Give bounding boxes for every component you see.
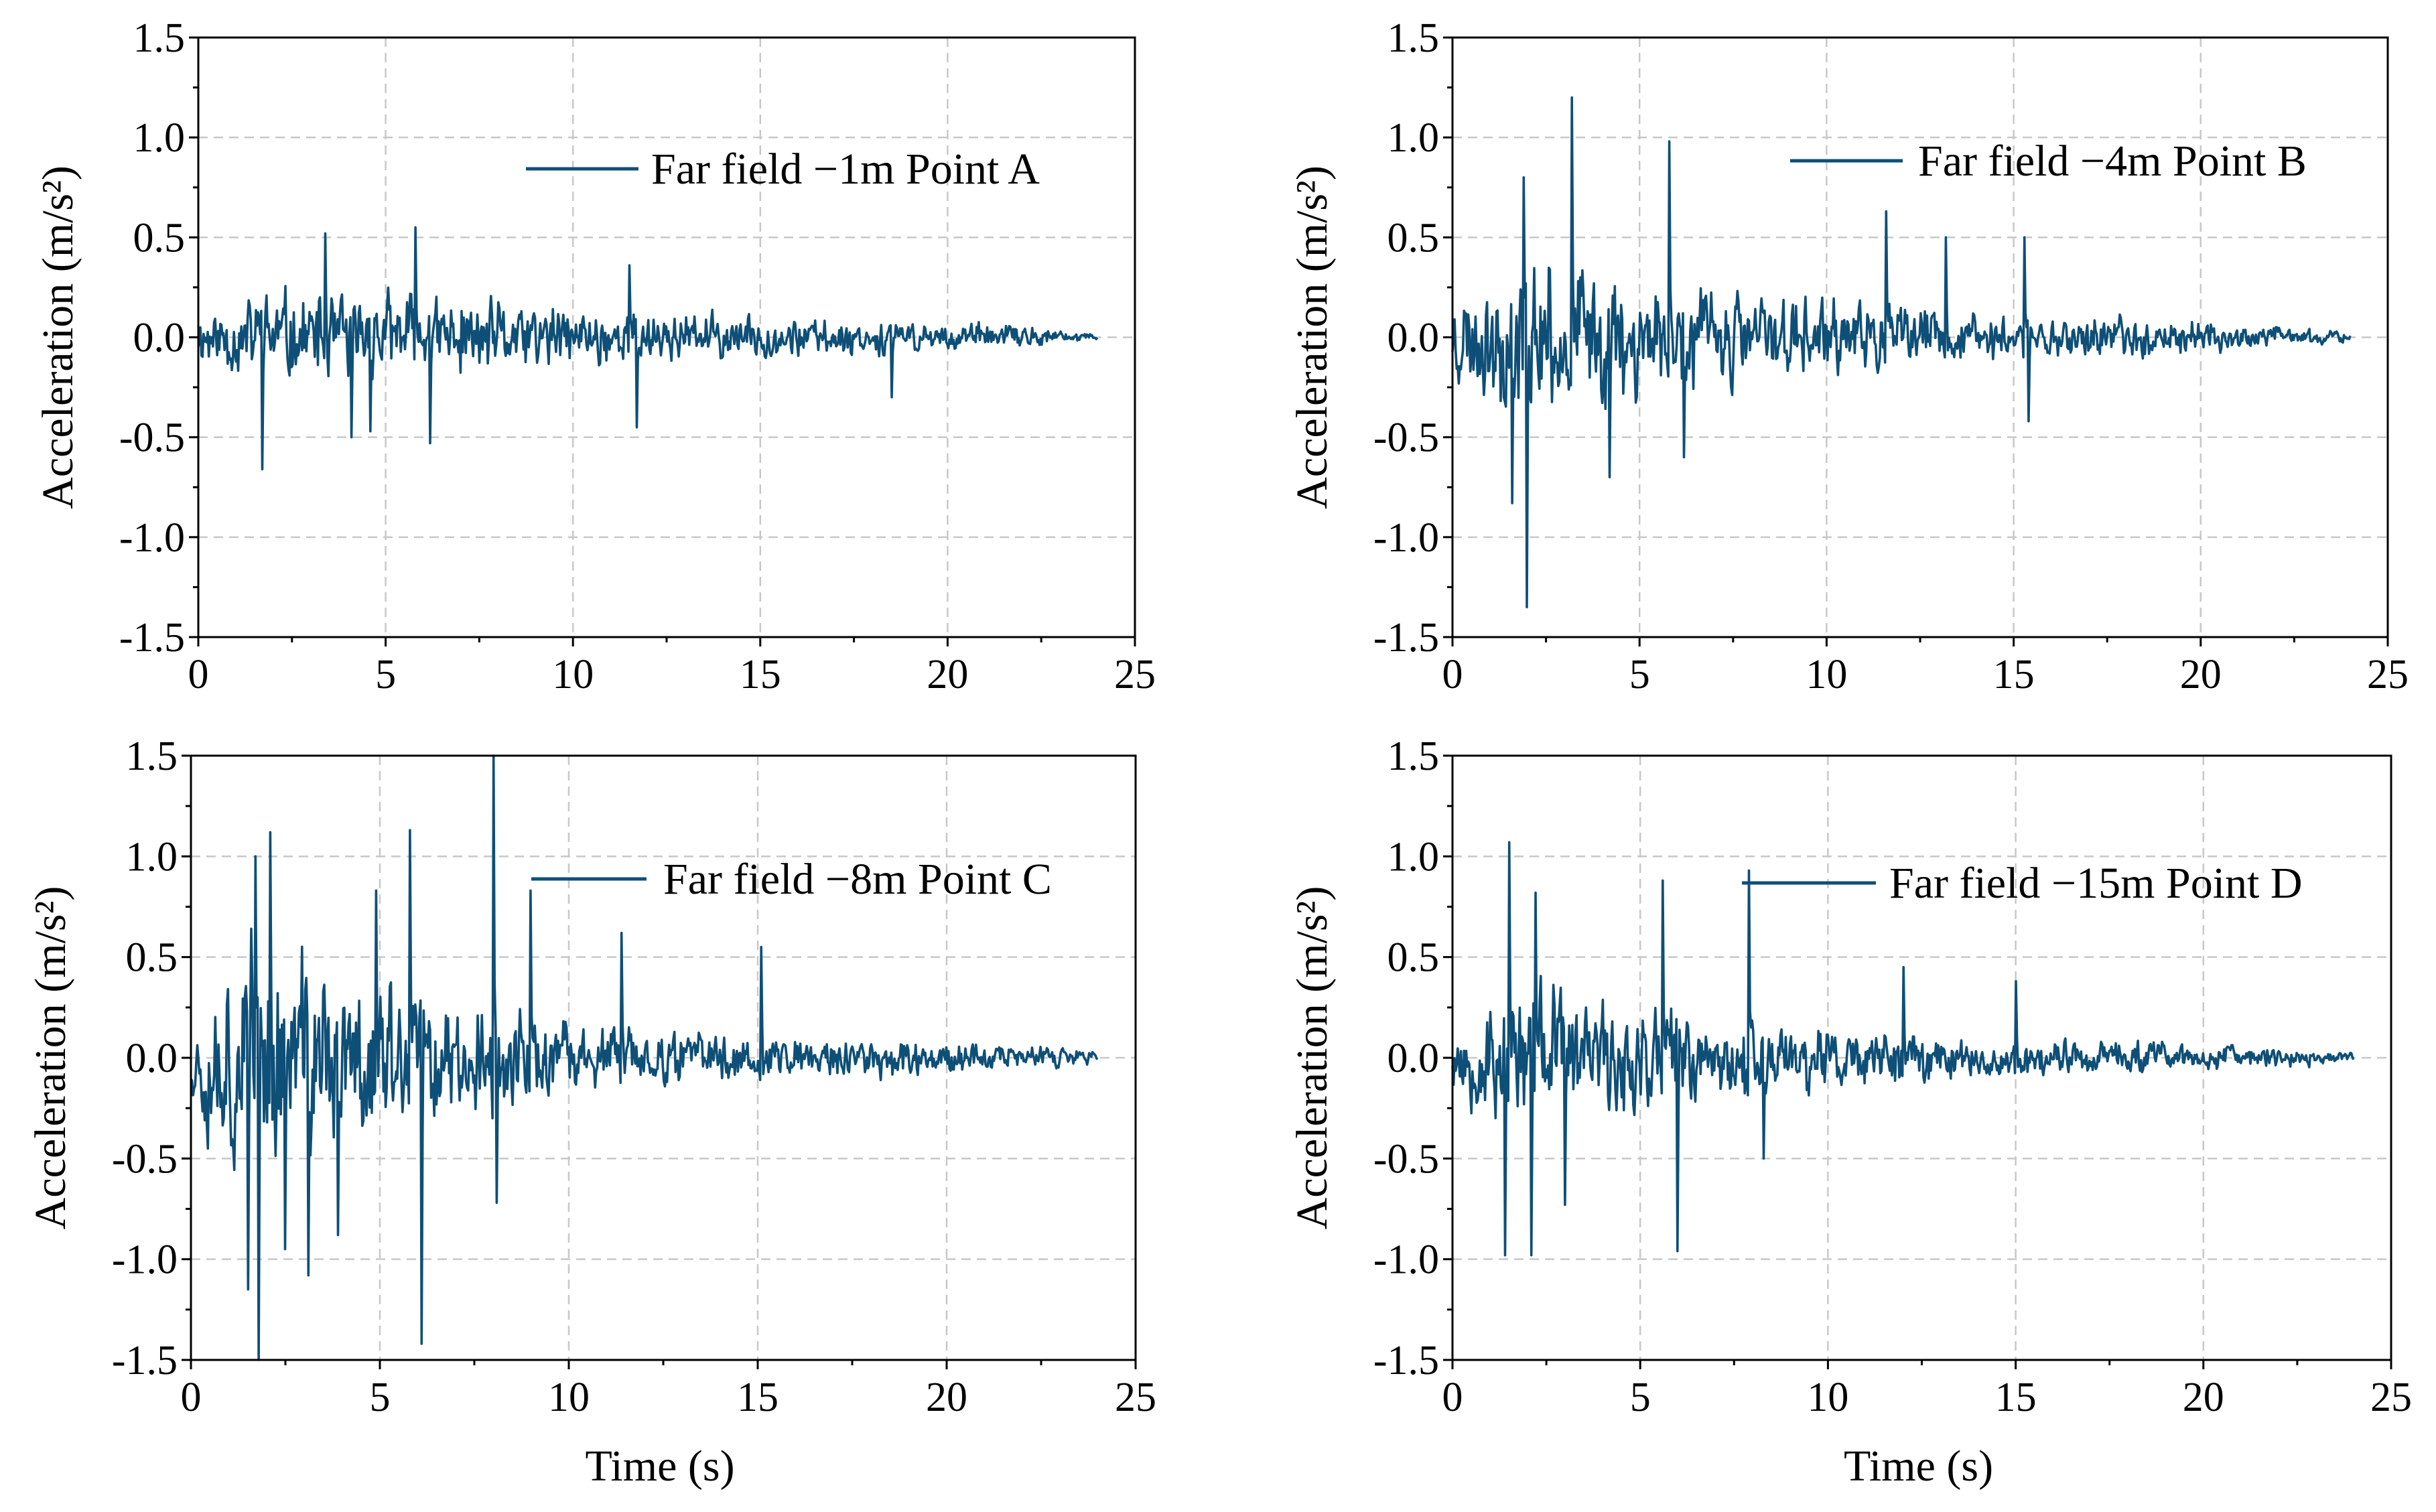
y-tick-label: -1.0 [119,515,185,561]
y-axis-title: Acceleration (m/s²) [1288,165,1337,509]
x-tick-label: 5 [370,1375,391,1420]
y-tick-label: 0.0 [126,1036,178,1081]
y-tick-label: 0.5 [1388,215,1440,261]
x-tick-label: 20 [2183,1375,2224,1420]
y-tick-label: -1.0 [112,1237,178,1283]
y-tick-label: 1.0 [126,834,178,880]
y-tick-label: -0.5 [1373,1136,1439,1182]
x-tick-label: 10 [1807,1375,1848,1420]
series-line [1451,96,2352,609]
chart-panel-point-d: 0 5 10 15 20 25 -1.5 -1.0 -0.5 0.0 0.5 1.0 1.5 Accele… [1288,734,2412,1491]
y-tick-label: 0.0 [1388,316,1440,361]
y-tick-label: -1.0 [1373,515,1439,561]
x-tick-label: 25 [1115,1375,1156,1420]
y-tick-label: 1.0 [1388,115,1440,161]
y-tick-label: 1.0 [1388,834,1440,880]
y-tick-label: 1.5 [1388,15,1440,61]
y-tick-label: -1.5 [119,615,185,661]
x-tick-label: 10 [548,1375,590,1420]
y-tick-label: -0.5 [1373,415,1439,461]
y-tick-label: 1.5 [133,15,186,61]
x-tick-label: 15 [737,1375,779,1420]
series-line [190,754,1099,1361]
legend-label: Far field −1m Point A [651,145,1040,194]
y-tick-label: 1.0 [133,115,186,161]
x-tick-label: 10 [552,652,594,697]
x-tick-label: 20 [926,1375,967,1420]
x-tick-label: 10 [1806,652,1847,697]
y-tick-label: -1.5 [112,1338,178,1383]
x-tick-label: 0 [188,652,209,697]
x-tick-label: 5 [1629,652,1650,697]
legend-label: Far field −15m Point D [1889,859,2303,908]
series-line [197,226,1099,471]
y-tick-label: -0.5 [119,415,185,461]
legend-label: Far field −4m Point B [1918,137,2307,186]
x-tick-label: 5 [375,652,396,697]
x-tick-label: 5 [1630,1375,1651,1420]
y-tick-label: -1.0 [1373,1237,1439,1283]
legend-label: Far field −8m Point C [663,855,1052,904]
x-tick-label: 15 [740,652,781,697]
x-tick-label: 25 [2370,1375,2412,1420]
x-axis-title: Time (s) [585,1442,734,1491]
y-tick-label: 1.5 [1388,734,1440,779]
y-tick-label: 0.5 [1388,935,1440,981]
x-tick-label: 0 [181,1375,202,1420]
chart-panel-point-b: 0 5 10 15 20 25 -1.5 -1.0 -0.5 0.0 0.5 1.0 1.5 Accele… [1288,15,2409,697]
y-tick-label: -0.5 [112,1136,178,1182]
y-axis-title: Acceleration (m/s²) [26,886,75,1230]
y-tick-label: 1.5 [126,734,178,779]
y-tick-label: 0.0 [1388,1036,1440,1081]
x-tick-label: 20 [927,652,968,697]
x-axis-title: Time (s) [1844,1442,1993,1491]
x-tick-label: 25 [1114,652,1156,697]
x-tick-label: 0 [1442,652,1463,697]
x-tick-label: 25 [2367,652,2409,697]
x-tick-label: 15 [1995,1375,2037,1420]
chart-panel-point-c: 0 5 10 15 20 25 -1.5 -1.0 -0.5 0.0 0.5 1.0 1.5 Accele… [26,734,1156,1491]
y-axis-title: Acceleration (m/s²) [1288,886,1337,1230]
y-tick-label: -1.5 [1373,1338,1439,1383]
series-line [1451,841,2355,1257]
y-tick-label: -1.5 [1373,615,1439,661]
y-tick-label: 0.5 [133,215,186,261]
x-tick-label: 0 [1442,1375,1463,1420]
x-tick-label: 20 [2180,652,2222,697]
chart-panel-point-a: 0 5 10 15 20 25 -1.5 -1.0 -0.5 0.0 0.5 1.0 1.5 Accele… [33,15,1156,697]
x-tick-label: 15 [1993,652,2035,697]
y-tick-label: 0.0 [133,316,186,361]
y-tick-label: 0.5 [126,935,178,981]
y-axis-title: Acceleration (m/s²) [33,165,82,509]
